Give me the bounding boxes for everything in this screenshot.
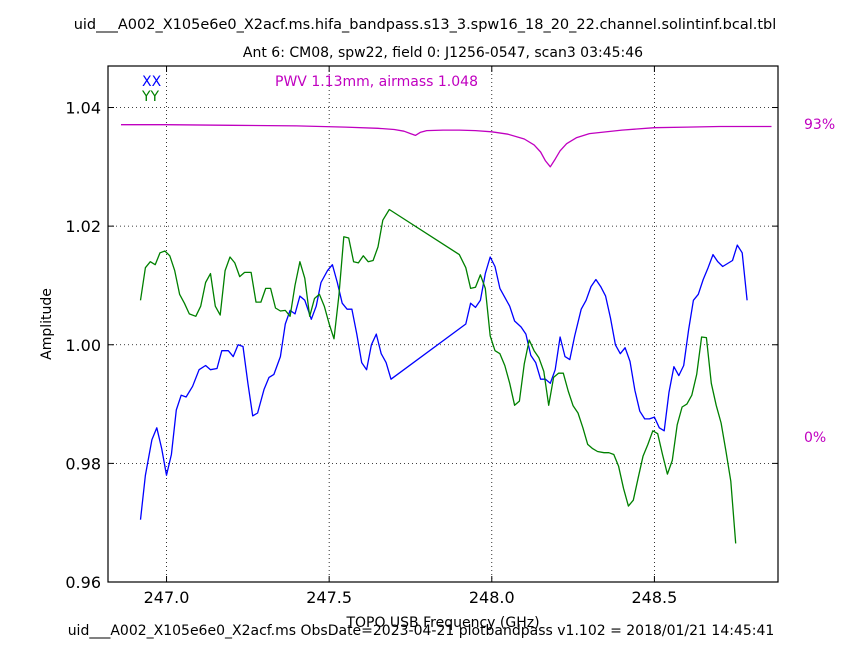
- axis-ticks: 247.0 247.5 248.0 248.5 0.96 0.98 1.00 1.02 1.04: [65, 66, 778, 607]
- series-line-yy: [139, 208, 737, 544]
- x-axis-label: TOPO USB Frequency (GHz): [345, 615, 539, 631]
- right-axis-top-label: 93%: [804, 117, 835, 133]
- pwv-annotation: PWV 1.13mm, airmass 1.048: [275, 74, 478, 90]
- y-tick-label: 1.04: [65, 99, 101, 118]
- grid-lines: [108, 66, 778, 583]
- footer-text: uid___A002_X105e6e0_X2acf.ms ObsDate=202…: [68, 623, 775, 639]
- x-tick-label: 248.5: [632, 588, 678, 607]
- y-tick-label: 1.00: [65, 336, 101, 355]
- y-axis-label: Amplitude: [39, 288, 55, 360]
- plot-frame: [107, 65, 779, 583]
- chart-title: uid___A002_X105e6e0_X2acf.ms.hifa_bandpa…: [74, 17, 777, 33]
- x-tick-label: 248.0: [469, 588, 515, 607]
- legend-xx: XX: [142, 74, 162, 90]
- x-tick-label: 247.5: [306, 588, 352, 607]
- right-axis-bottom-label: 0%: [804, 430, 826, 446]
- series-line-xx: [139, 244, 748, 520]
- chart-subtitle: Ant 6: CM08, spw22, field 0: J1256-0547,…: [243, 45, 643, 61]
- series-lines: [121, 124, 772, 544]
- legend-yy: YY: [141, 89, 160, 105]
- y-tick-label: 1.02: [65, 217, 101, 236]
- y-tick-label: 0.96: [65, 573, 101, 592]
- y-tick-label: 0.98: [65, 454, 101, 473]
- series-line-pwv: [121, 124, 772, 168]
- x-tick-label: 247.0: [144, 588, 190, 607]
